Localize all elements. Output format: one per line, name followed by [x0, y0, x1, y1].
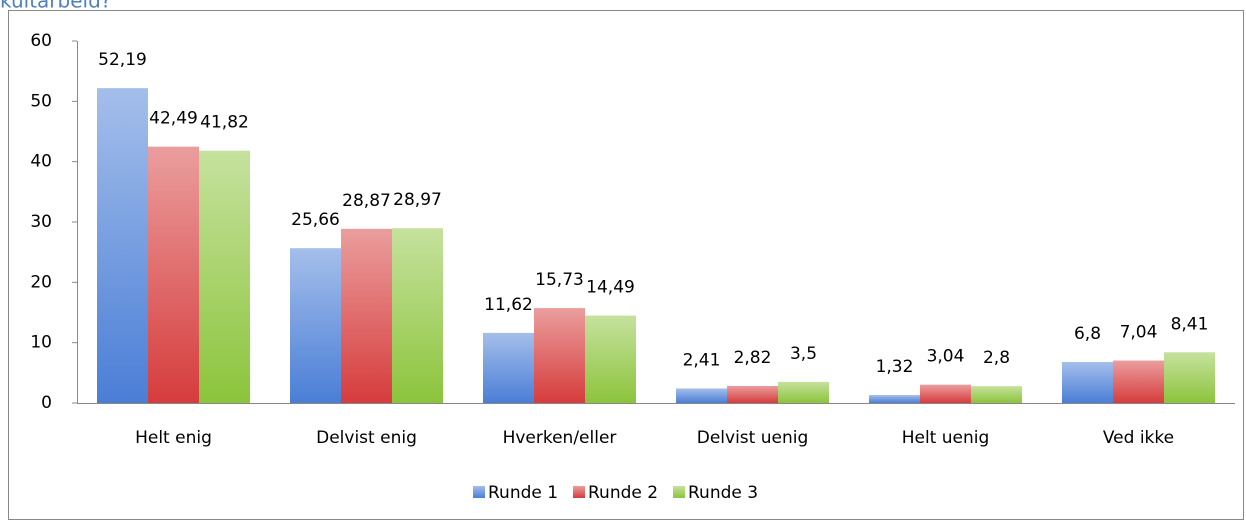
data-label: 41,82 — [200, 113, 249, 133]
data-label: 1,32 — [876, 357, 914, 377]
data-label: 7,04 — [1120, 323, 1158, 343]
y-tick-label: 60 — [30, 31, 52, 51]
heading: kultarbeid? — [0, 0, 111, 13]
data-label: 6,8 — [1074, 324, 1101, 344]
x-tick-label: Helt uenig — [902, 428, 990, 448]
data-label: 14,49 — [586, 278, 635, 298]
x-tick-label: Helt enig — [135, 428, 212, 448]
y-tick-label: 10 — [30, 333, 52, 353]
data-label: 25,66 — [291, 210, 340, 230]
data-label: 28,87 — [342, 191, 391, 211]
bar — [97, 88, 148, 403]
bar — [534, 308, 585, 403]
data-label: 52,19 — [98, 50, 147, 70]
chart-border — [8, 10, 1244, 520]
legend-swatch — [573, 486, 585, 498]
bar — [341, 228, 392, 403]
data-label: 2,82 — [734, 348, 772, 368]
bar — [392, 228, 443, 403]
bar — [676, 388, 727, 403]
data-label: 2,41 — [683, 350, 721, 370]
bar — [778, 381, 829, 403]
bar — [1113, 360, 1164, 403]
bar — [290, 248, 341, 403]
y-tick-label: 30 — [30, 212, 52, 232]
bar — [483, 332, 534, 403]
bar — [869, 395, 920, 403]
bar — [1062, 361, 1113, 403]
y-tick-label: 20 — [30, 272, 52, 292]
bar — [727, 385, 778, 403]
data-label: 8,41 — [1171, 314, 1209, 334]
bar — [199, 150, 250, 403]
y-tick-label: 50 — [30, 91, 52, 111]
bar — [585, 315, 636, 403]
bar — [148, 146, 199, 403]
legend-label: Runde 3 — [688, 483, 758, 503]
y-tick-label: 0 — [41, 393, 52, 413]
data-label: 3,04 — [927, 347, 965, 367]
data-label: 2,8 — [983, 348, 1010, 368]
data-label: 28,97 — [393, 190, 442, 210]
data-label: 11,62 — [484, 295, 533, 315]
legend-label: Runde 1 — [488, 483, 558, 503]
data-label: 42,49 — [149, 109, 198, 129]
legend-swatch — [673, 486, 685, 498]
data-label: 15,73 — [535, 270, 584, 290]
bar — [920, 384, 971, 403]
legend-swatch — [473, 486, 485, 498]
x-tick-label: Delvist enig — [316, 428, 417, 448]
bar — [971, 386, 1022, 403]
x-tick-label: Ved ikke — [1103, 428, 1174, 448]
x-tick-label: Delvist uenig — [697, 428, 809, 448]
bar — [1164, 352, 1215, 403]
x-tick-label: Hverken/eller — [503, 428, 617, 448]
legend-label: Runde 2 — [588, 483, 658, 503]
data-label: 3,5 — [790, 344, 817, 364]
y-tick-label: 40 — [30, 152, 52, 172]
